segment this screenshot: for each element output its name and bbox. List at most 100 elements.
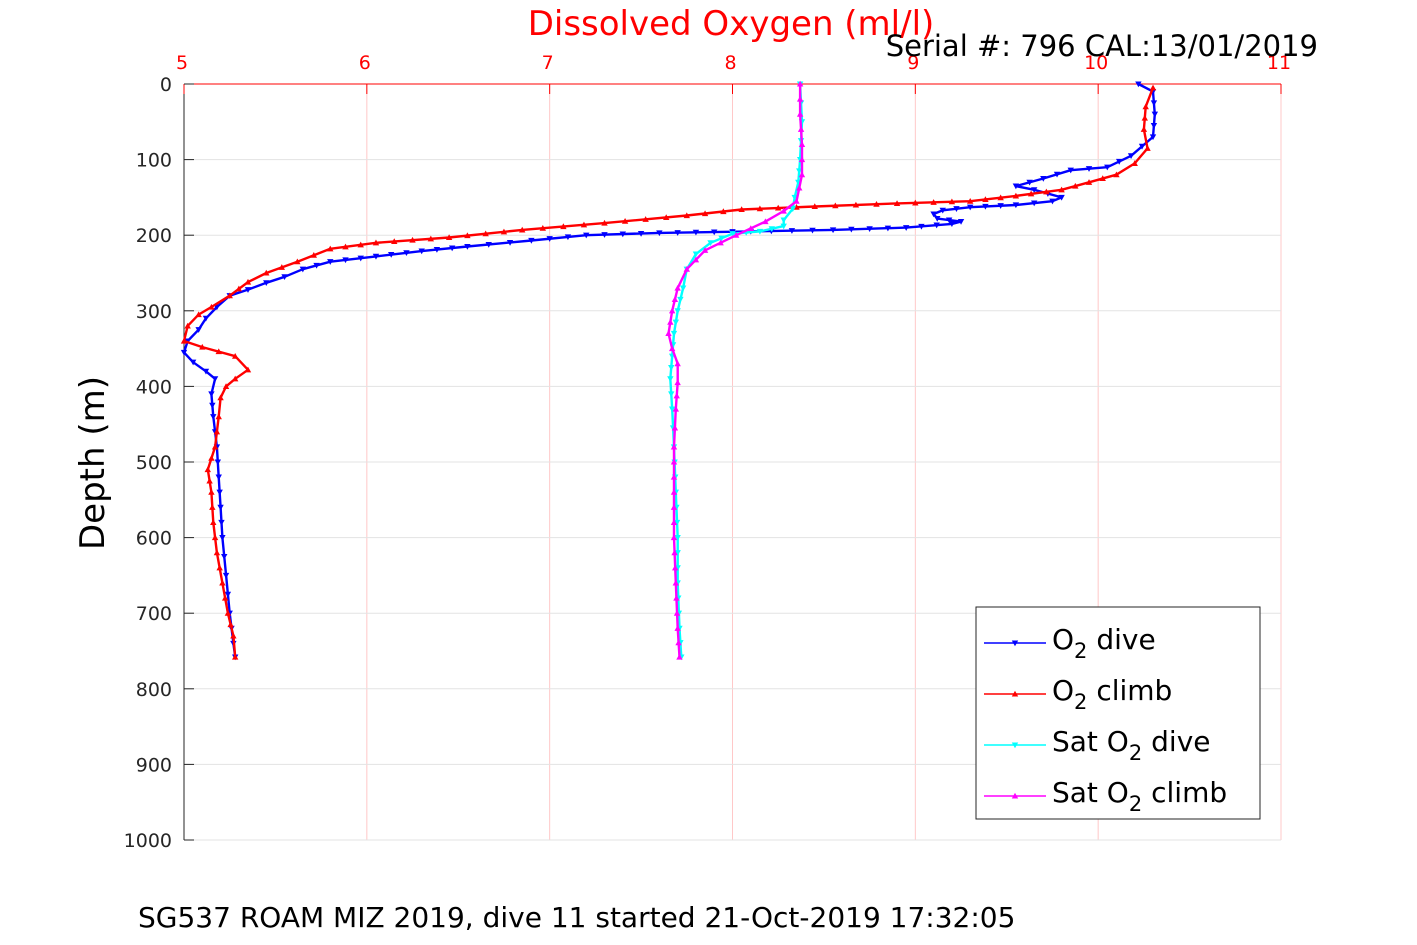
data-point: [445, 234, 453, 241]
data-point: [768, 226, 776, 232]
data-point: [213, 428, 221, 435]
data-point: [263, 269, 270, 276]
data-point: [357, 241, 364, 248]
data-point: [796, 95, 804, 102]
data-point: [953, 206, 960, 212]
legend-label-subscript: 2: [1129, 741, 1142, 765]
data-point: [791, 194, 798, 201]
data-point: [798, 171, 806, 178]
legend-swatch-marker: [1011, 792, 1019, 799]
data-point: [621, 218, 629, 224]
data-point: [667, 318, 674, 325]
data-point: [637, 230, 645, 237]
legend-label-subscript: 2: [1074, 639, 1087, 663]
data-point: [1113, 171, 1120, 178]
data-point: [789, 206, 797, 212]
data-point: [427, 235, 435, 242]
x-tick-label: 9: [907, 52, 919, 74]
data-point: [945, 217, 953, 224]
data-point: [263, 280, 270, 287]
data-point: [982, 196, 989, 202]
data-point: [674, 308, 681, 314]
data-point: [670, 504, 678, 510]
data-point: [997, 203, 1004, 209]
data-point: [195, 311, 202, 318]
data-point: [485, 241, 492, 248]
data-point: [670, 330, 678, 337]
data-point: [464, 243, 471, 250]
data-point: [683, 212, 690, 219]
data-point: [670, 534, 678, 541]
legend-swatch-marker: [1011, 742, 1019, 749]
data-point: [1026, 179, 1033, 186]
data-point: [281, 274, 288, 280]
data-point: [670, 458, 678, 465]
data-point: [278, 264, 286, 270]
data-point: [948, 221, 956, 228]
data-point: [775, 204, 782, 211]
data-point: [342, 243, 349, 250]
data-point: [902, 225, 910, 231]
data-point: [1127, 153, 1135, 160]
data-point: [215, 474, 222, 481]
data-point: [933, 222, 940, 229]
data-point: [966, 204, 974, 211]
data-point: [796, 111, 804, 117]
data-point: [224, 591, 232, 598]
data-point: [211, 534, 219, 541]
data-point: [231, 352, 239, 359]
data-point: [189, 359, 197, 366]
data-point: [215, 348, 222, 355]
data-point: [780, 223, 787, 230]
data-point: [546, 236, 553, 242]
data-point: [1135, 81, 1142, 88]
data-point: [1043, 188, 1050, 195]
data-point: [202, 315, 210, 322]
data-point: [1067, 167, 1074, 174]
legend-label-main: Sat O: [1052, 776, 1129, 809]
data-point: [930, 211, 937, 218]
data-point: [848, 226, 855, 233]
data-point: [756, 205, 764, 212]
data-point: [214, 459, 222, 466]
data-point: [939, 207, 946, 214]
legend-label-main: O: [1052, 623, 1074, 656]
legend-label-suffix: climb: [1142, 776, 1227, 809]
data-point: [619, 231, 626, 238]
data-point: [357, 255, 364, 262]
data-point: [235, 285, 243, 292]
data-point: [216, 564, 223, 571]
data-point: [1049, 198, 1056, 205]
data-point: [866, 226, 873, 232]
y-tick-label: 500: [136, 452, 172, 474]
legend-entry-label: Sat O2 dive: [1052, 725, 1210, 765]
data-point: [893, 200, 901, 207]
series-4: [665, 80, 806, 660]
data-point: [433, 247, 441, 253]
data-point: [231, 375, 239, 382]
data-point: [208, 303, 215, 310]
data-point: [873, 201, 880, 207]
data-point: [692, 251, 700, 258]
data-point: [707, 240, 714, 246]
data-point: [464, 232, 471, 239]
data-point: [656, 230, 663, 237]
data-point: [1131, 160, 1138, 166]
data-point: [580, 221, 588, 228]
data-point: [222, 572, 230, 579]
data-point: [829, 227, 837, 234]
data-point: [1149, 134, 1157, 141]
data-point: [720, 208, 727, 215]
data-point: [1058, 186, 1065, 193]
data-point: [1150, 123, 1158, 129]
data-point: [677, 296, 684, 303]
data-point: [208, 455, 215, 461]
data-point: [342, 257, 349, 264]
data-point: [679, 285, 687, 292]
legend-label-subscript: 2: [1129, 792, 1142, 816]
data-point: [372, 239, 380, 246]
data-point: [391, 238, 398, 244]
data-point: [227, 621, 234, 628]
data-point: [668, 364, 675, 371]
